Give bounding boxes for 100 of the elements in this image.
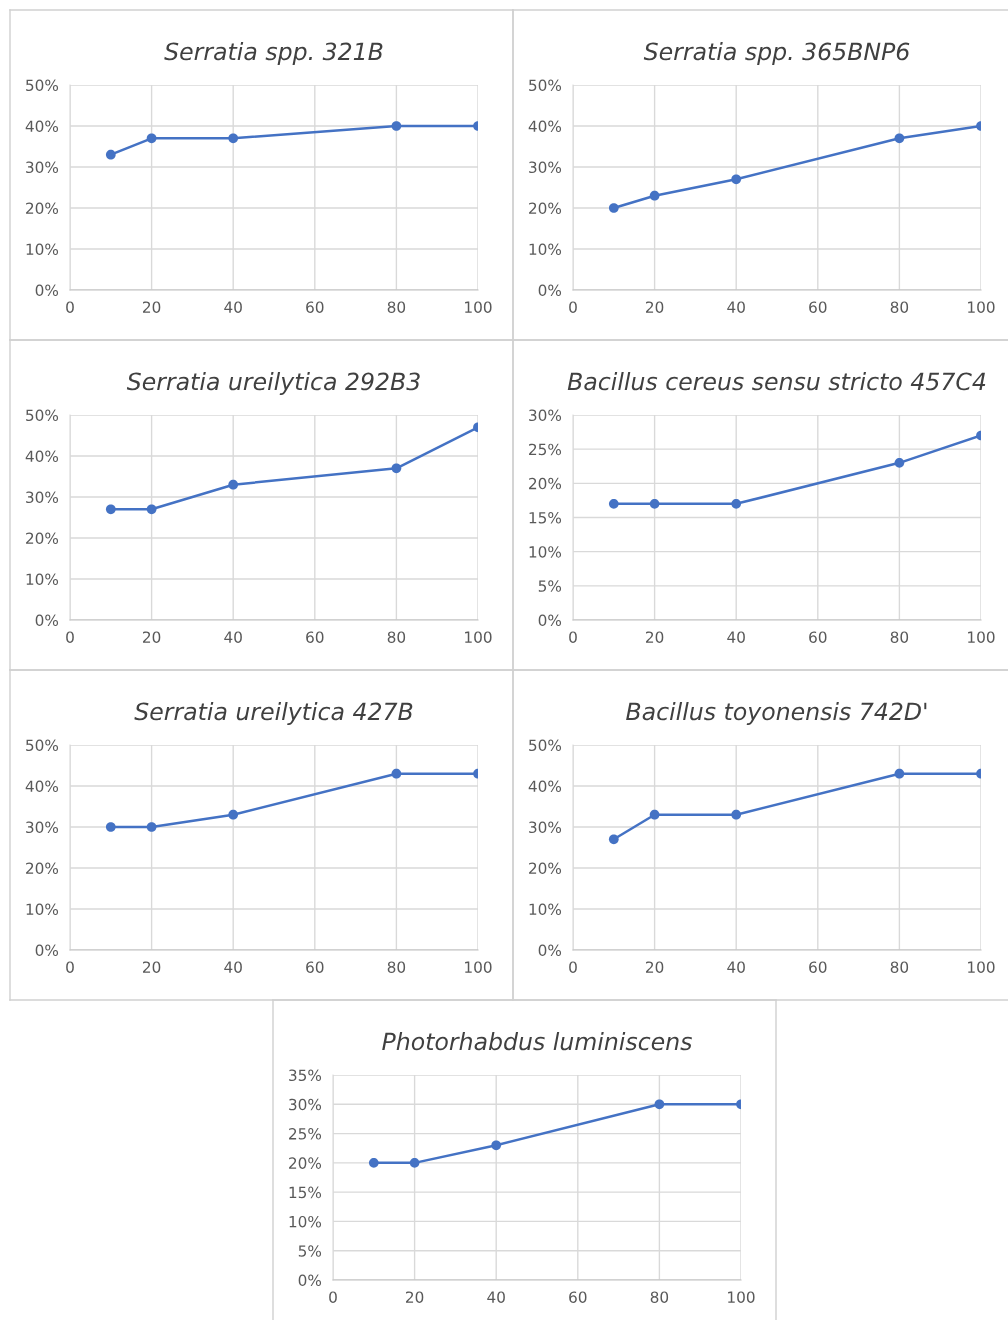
y-tick-label: 30%: [289, 1098, 322, 1111]
y-tick-label: 0%: [35, 284, 59, 297]
y-tick-label: 10%: [26, 903, 59, 916]
chart-title: Serratia spp. 365BNP6: [643, 42, 910, 65]
point: [654, 1099, 665, 1110]
x-tick-label: 0: [66, 301, 74, 313]
point: [146, 133, 157, 144]
y-tick-label: 30%: [529, 821, 562, 834]
x-tick-label: 100: [465, 961, 492, 973]
x-tick-label: 80: [387, 631, 406, 643]
x-tick-label: 80: [650, 1291, 669, 1303]
x-tick-label: 0: [66, 631, 74, 643]
y-tick-label: 20%: [529, 202, 562, 215]
y-tick-label: 40%: [25, 780, 59, 793]
y-tick-label: 50%: [529, 79, 562, 92]
x-tick-label: 80: [387, 301, 406, 313]
x-tick-label: 20: [406, 1291, 424, 1303]
y-tick-label: 30%: [26, 821, 59, 834]
x-tick-label: 0: [569, 301, 577, 313]
x-tick-label: 0: [569, 631, 577, 643]
point: [391, 768, 402, 779]
x-tick-label: 100: [968, 631, 995, 643]
y-tick-label: 20%: [529, 862, 562, 875]
point: [228, 809, 239, 820]
y-tick-label: 50%: [26, 79, 59, 92]
chart-title: Serratia spp. 321B: [164, 42, 383, 65]
point: [409, 1158, 420, 1168]
x-tick-label: 60: [809, 961, 827, 973]
x-tick-label: 40: [224, 631, 242, 643]
y-tick-label: 20%: [26, 862, 59, 875]
chart-title: Photorhabdus luminiscens: [382, 1032, 692, 1051]
y-tick-label: 15%: [289, 1186, 322, 1199]
x-tick-label: 100: [465, 301, 492, 313]
x-tick-label: 20: [646, 961, 664, 973]
y-tick-label: 0%: [35, 614, 59, 627]
y-tick-label: 30%: [26, 161, 59, 174]
x-tick-label: 40: [727, 301, 745, 313]
point: [146, 822, 157, 832]
y-tick-label: 10%: [26, 243, 59, 256]
x-tick-label: 100: [968, 961, 995, 973]
point: [608, 203, 619, 213]
x-tick-label: 40: [487, 1291, 505, 1303]
x-tick-label: 60: [306, 301, 324, 313]
point: [228, 479, 239, 490]
y-tick-label: 50%: [26, 739, 59, 752]
x-tick-label: 80: [890, 961, 909, 973]
point: [105, 822, 116, 832]
x-tick-label: 100: [968, 301, 995, 313]
x-tick-label: 60: [306, 961, 324, 973]
x-tick-label: 80: [890, 631, 909, 643]
y-tick-label: 25%: [289, 1128, 322, 1140]
chart-title: Bacillus cereus sensu stricto 457C4: [567, 372, 986, 391]
point: [608, 834, 619, 845]
point: [731, 809, 742, 820]
chart-title: Serratia ureilytica 427B: [134, 702, 413, 725]
y-tick-label: 10%: [529, 546, 562, 558]
y-tick-label: 0%: [538, 944, 562, 957]
point: [228, 133, 239, 144]
y-tick-label: 0%: [298, 1274, 322, 1287]
x-tick-label: 80: [387, 961, 406, 973]
x-tick-label: 0: [66, 961, 74, 973]
y-tick-label: 20%: [289, 1157, 322, 1169]
y-tick-label: 40%: [528, 780, 562, 793]
y-tick-label: 0%: [538, 614, 562, 627]
point: [649, 498, 660, 509]
point: [105, 149, 116, 160]
point: [105, 504, 116, 515]
y-tick-label: 35%: [289, 1069, 322, 1082]
point: [391, 121, 402, 131]
point: [894, 133, 905, 144]
y-tick-label: 40%: [25, 450, 59, 463]
y-tick-label: 10%: [289, 1215, 322, 1228]
y-tick-label: 15%: [529, 511, 562, 524]
point: [649, 190, 660, 201]
y-tick-label: 30%: [26, 491, 59, 504]
point: [491, 1140, 502, 1151]
x-tick-label: 20: [143, 631, 161, 643]
x-tick-label: 40: [727, 631, 745, 643]
x-tick-label: 0: [329, 1291, 337, 1303]
x-tick-label: 60: [569, 1291, 587, 1303]
x-tick-label: 0: [569, 961, 577, 973]
y-tick-label: 5%: [538, 580, 562, 592]
x-tick-label: 20: [143, 961, 161, 973]
y-tick-label: 5%: [298, 1245, 322, 1257]
y-tick-label: 40%: [25, 120, 59, 133]
y-tick-label: 10%: [529, 243, 562, 256]
y-tick-label: 0%: [538, 284, 562, 297]
x-tick-label: 100: [728, 1291, 755, 1303]
chart-title: Bacillus toyonensis 742D': [626, 702, 927, 725]
y-tick-label: 50%: [26, 409, 59, 422]
x-tick-label: 40: [224, 961, 242, 973]
point: [731, 174, 742, 185]
point: [146, 504, 157, 515]
y-tick-label: 30%: [529, 409, 562, 422]
y-tick-label: 10%: [529, 903, 562, 916]
y-tick-label: 20%: [26, 202, 59, 215]
x-tick-label: 20: [646, 631, 664, 643]
x-tick-label: 40: [727, 961, 745, 973]
x-tick-label: 20: [646, 301, 664, 313]
point: [649, 809, 660, 820]
